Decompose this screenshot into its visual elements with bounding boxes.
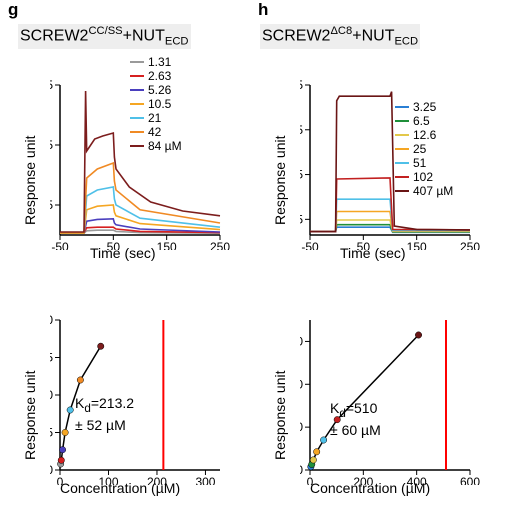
legend-label: 84 µM: [148, 139, 182, 153]
legend-label: 10.5: [148, 97, 171, 111]
legend-item: 42: [130, 125, 182, 139]
legend-item: 51: [395, 156, 453, 170]
legend-label: 2.63: [148, 69, 171, 83]
svg-text:200: 200: [353, 475, 373, 485]
title-sub: ECD: [394, 36, 418, 48]
title-text: +NUT: [123, 27, 165, 44]
legend-item: 2.63: [130, 69, 182, 83]
legend-swatch: [395, 190, 409, 192]
svg-text:45: 45: [300, 123, 303, 137]
ylabel-h-top: Response unit: [272, 135, 288, 225]
svg-text:150: 150: [157, 240, 177, 250]
svg-text:65: 65: [300, 80, 303, 92]
legend-item: 25: [395, 142, 453, 156]
svg-text:600: 600: [460, 475, 480, 485]
legend-label: 25: [413, 142, 426, 156]
title-text: SCREW2: [262, 27, 330, 44]
legend-swatch: [130, 117, 144, 119]
svg-text:250: 250: [460, 240, 480, 250]
svg-text:40: 40: [300, 377, 303, 391]
legend-label: 1.31: [148, 55, 171, 69]
legend-swatch: [130, 75, 144, 77]
svg-text:0: 0: [300, 463, 303, 477]
legend-item: 10.5: [130, 97, 182, 111]
legend-label: 3.25: [413, 100, 436, 114]
legend-swatch: [395, 176, 409, 178]
ylabel-g-bottom: Response unit: [22, 370, 38, 460]
svg-text:25: 25: [300, 168, 303, 182]
legend-item: 6.5: [395, 114, 453, 128]
legend-label: 5.26: [148, 83, 171, 97]
svg-text:15: 15: [50, 138, 53, 152]
svg-text:200: 200: [147, 475, 167, 485]
svg-text:0: 0: [57, 475, 64, 485]
legend-item: 1.31: [130, 55, 182, 69]
legend-item: 407 µM: [395, 184, 453, 198]
svg-text:50: 50: [357, 240, 371, 250]
legend-swatch: [395, 148, 409, 150]
legend-item: 3.25: [395, 100, 453, 114]
legend-item: 84 µM: [130, 139, 182, 153]
svg-text:-50: -50: [51, 240, 69, 250]
title-text: SCREW2: [20, 27, 88, 44]
panel-title-g: SCREW2CC/SS+NUTECD: [18, 24, 191, 49]
panel-letter-h: h: [258, 0, 268, 20]
legend-swatch: [130, 61, 144, 63]
legend-swatch: [395, 162, 409, 164]
legend-swatch: [130, 145, 144, 147]
legend-swatch: [395, 120, 409, 122]
svg-text:5: 5: [50, 198, 53, 212]
legend-swatch: [395, 106, 409, 108]
svg-text:20: 20: [50, 315, 53, 327]
svg-text:250: 250: [210, 240, 230, 250]
legend-item: 12.6: [395, 128, 453, 142]
kd-text-h: Kd=510± 60 µM: [330, 400, 381, 438]
title-sup: ΔC8: [330, 25, 352, 37]
chart-h-top: -50 50 150 250 5 25 45 65: [300, 80, 485, 250]
legend-label: 6.5: [413, 114, 430, 128]
chart-h-bottom: 0 200 400 600 0 20 40 60: [300, 315, 485, 485]
legend-label: 12.6: [413, 128, 436, 142]
svg-text:300: 300: [195, 475, 215, 485]
svg-text:0: 0: [50, 463, 53, 477]
figure: g SCREW2CC/SS+NUTECD Response unit Time …: [0, 0, 509, 520]
legend-swatch: [395, 134, 409, 136]
legend-h: 3.256.512.62551102407 µM: [395, 100, 453, 198]
legend-label: 102: [413, 170, 433, 184]
legend-g: 1.312.635.2610.5214284 µM: [130, 55, 182, 153]
title-text: +NUT: [352, 27, 394, 44]
legend-label: 21: [148, 111, 161, 125]
svg-text:5: 5: [300, 212, 303, 226]
svg-text:25: 25: [50, 80, 53, 92]
svg-text:5: 5: [50, 426, 53, 440]
svg-text:150: 150: [407, 240, 427, 250]
svg-text:20: 20: [300, 420, 303, 434]
title-sup: CC/SS: [88, 25, 122, 37]
legend-item: 102: [395, 170, 453, 184]
svg-text:400: 400: [407, 475, 427, 485]
ylabel-g-top: Response unit: [22, 135, 38, 225]
panel-letter-g: g: [8, 0, 18, 20]
legend-item: 5.26: [130, 83, 182, 97]
legend-item: 21: [130, 111, 182, 125]
svg-text:0: 0: [307, 475, 314, 485]
ylabel-h-bottom: Response unit: [272, 370, 288, 460]
kd-text-g: Kd=213.2± 52 µM: [75, 395, 134, 433]
title-sub: ECD: [165, 36, 189, 48]
svg-text:10: 10: [50, 388, 53, 402]
svg-text:50: 50: [107, 240, 121, 250]
legend-swatch: [130, 103, 144, 105]
legend-swatch: [130, 89, 144, 91]
legend-swatch: [130, 131, 144, 133]
svg-text:15: 15: [50, 351, 53, 365]
legend-label: 407 µM: [413, 184, 453, 198]
legend-label: 42: [148, 125, 161, 139]
svg-text:60: 60: [300, 334, 303, 348]
svg-text:-50: -50: [301, 240, 319, 250]
legend-label: 51: [413, 156, 426, 170]
svg-text:100: 100: [98, 475, 118, 485]
panel-title-h: SCREW2ΔC8+NUTECD: [260, 24, 420, 49]
